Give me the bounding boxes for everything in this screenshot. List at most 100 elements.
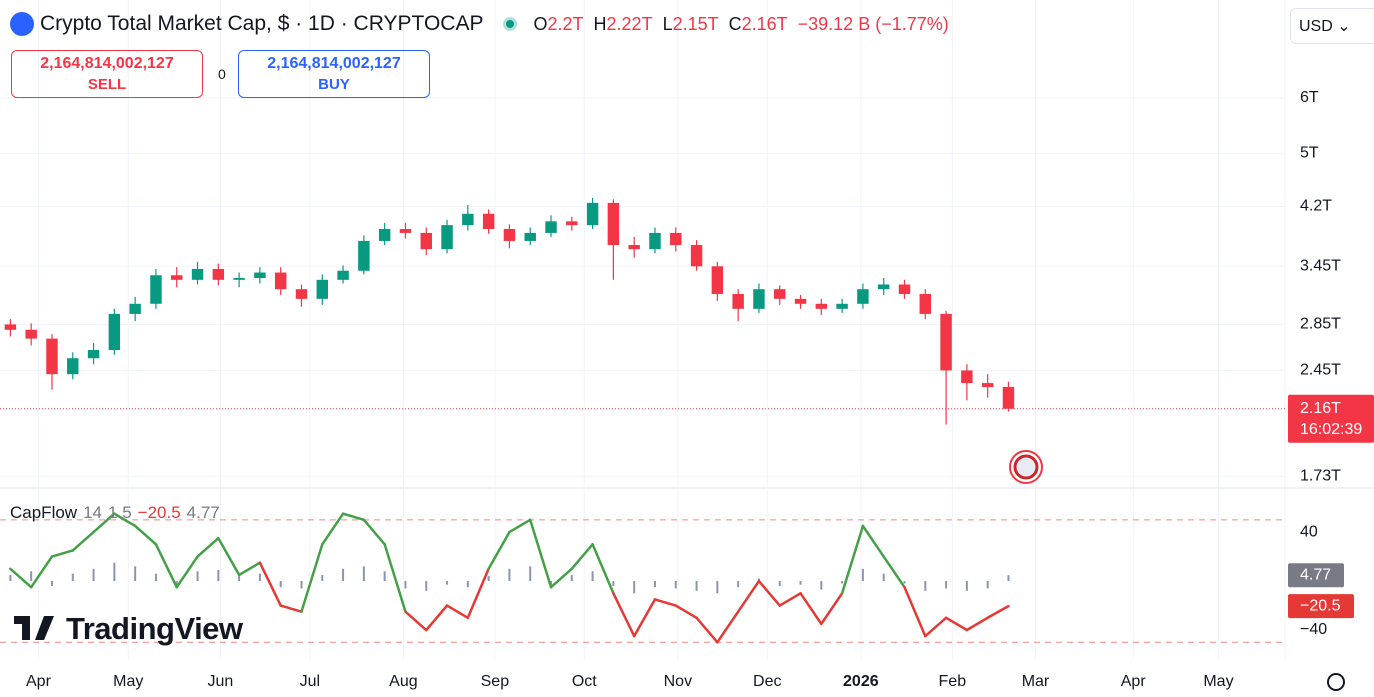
capflow-segment bbox=[321, 512, 345, 546]
candle bbox=[482, 209, 495, 234]
candle-body bbox=[108, 313, 121, 351]
buy-button[interactable]: 2,164,814,002,127 BUY bbox=[238, 50, 430, 98]
histogram-bar bbox=[175, 581, 178, 585]
candle-body bbox=[628, 245, 640, 250]
y-tick-label: 2.45T bbox=[1300, 362, 1341, 379]
histogram-bar bbox=[903, 581, 906, 584]
histogram-bar bbox=[841, 581, 844, 584]
x-tick-label: 2026 bbox=[843, 673, 879, 690]
last-value-box bbox=[1288, 594, 1354, 619]
histogram-bar bbox=[342, 568, 345, 582]
candle-body bbox=[753, 289, 765, 309]
x-tick-label: Dec bbox=[753, 673, 781, 690]
histogram-bar bbox=[300, 581, 303, 589]
histogram-bar bbox=[924, 581, 927, 591]
capflow-segment bbox=[175, 555, 199, 589]
countdown: 16:02:39 bbox=[1300, 421, 1362, 438]
capflow-segment bbox=[820, 592, 844, 626]
histogram-bar bbox=[612, 581, 615, 586]
candle-body bbox=[961, 370, 973, 384]
symbol-title: Crypto Total Market Cap, $ · 1D · CRYPTO… bbox=[40, 12, 484, 35]
candle bbox=[254, 267, 266, 284]
currency-select[interactable]: USD ⌄ bbox=[1290, 8, 1374, 44]
candle-body bbox=[503, 229, 516, 241]
x-tick-label: Jun bbox=[208, 673, 234, 690]
histogram-bar bbox=[633, 581, 636, 594]
ohlc-open: O2.2T bbox=[533, 14, 583, 35]
candle-body bbox=[378, 229, 391, 241]
indicator-name: CapFlow bbox=[10, 503, 78, 522]
candle bbox=[358, 235, 370, 275]
candle-body bbox=[566, 221, 578, 226]
histogram-bar bbox=[799, 581, 802, 585]
capflow-segment bbox=[196, 536, 220, 558]
capflow-segment bbox=[674, 604, 698, 620]
market-status[interactable] bbox=[503, 17, 518, 31]
histogram-bar bbox=[321, 574, 324, 582]
histogram-bar bbox=[653, 581, 656, 588]
buy-price: 2,164,814,002,127 bbox=[267, 55, 401, 72]
indicator-value: −20.5 bbox=[137, 503, 181, 522]
candle-body bbox=[524, 232, 536, 241]
sell-label: SELL bbox=[87, 76, 127, 93]
histogram-bar bbox=[154, 573, 157, 582]
candle-body bbox=[711, 266, 724, 294]
candle-body bbox=[67, 358, 79, 375]
x-tick-label: Nov bbox=[664, 673, 692, 690]
candle-body bbox=[420, 232, 432, 250]
candle bbox=[524, 227, 536, 246]
candle-body bbox=[857, 289, 869, 304]
ohlc-key: C bbox=[728, 13, 742, 34]
sell-button[interactable]: 2,164,814,002,127 SELL bbox=[11, 50, 203, 98]
ohlc-key: O bbox=[533, 13, 548, 34]
capflow-segment bbox=[924, 616, 948, 638]
candle-body bbox=[441, 225, 453, 250]
capflow-segment bbox=[528, 518, 553, 589]
capflow-segment bbox=[632, 598, 657, 638]
candle-body bbox=[4, 324, 17, 330]
candle bbox=[129, 296, 141, 322]
candle bbox=[274, 267, 287, 295]
brand-logo[interactable]: TradingView bbox=[14, 611, 243, 647]
y-tick-label: 5T bbox=[1300, 145, 1319, 162]
capflow-segment bbox=[840, 524, 865, 595]
candle bbox=[233, 272, 245, 288]
candle bbox=[171, 267, 183, 288]
x-tick-label: Aug bbox=[389, 673, 417, 690]
histogram-bar bbox=[550, 581, 553, 585]
capflow-segment bbox=[736, 579, 761, 613]
capflow-segment bbox=[279, 604, 303, 613]
histogram-bar bbox=[9, 574, 12, 582]
histogram-bar bbox=[71, 573, 74, 582]
candle bbox=[961, 364, 973, 401]
histogram-bar bbox=[986, 581, 989, 589]
x-tick-label: Feb bbox=[939, 673, 967, 690]
capflow-segment bbox=[133, 524, 158, 546]
indicator-legend: CapFlow 14 1.5 −20.5 4.77 bbox=[10, 503, 220, 523]
candle bbox=[753, 283, 765, 313]
candle bbox=[545, 215, 557, 237]
ohlc-key: L bbox=[662, 13, 673, 34]
ohlc-value: 2.22T bbox=[606, 13, 653, 34]
candle-body bbox=[732, 293, 744, 309]
capflow-segment bbox=[154, 543, 178, 589]
capflow-segment bbox=[341, 512, 366, 522]
ohlc-close: C2.16T bbox=[729, 14, 788, 35]
candle bbox=[420, 227, 432, 256]
candle bbox=[67, 352, 79, 380]
x-tick-label: Sep bbox=[481, 673, 510, 690]
candle-body bbox=[295, 289, 308, 299]
candle-body bbox=[212, 268, 225, 280]
candle-body bbox=[482, 213, 495, 230]
candle bbox=[690, 240, 703, 271]
x-tick-label: May bbox=[113, 673, 143, 690]
candle bbox=[566, 216, 578, 231]
capflow-segment bbox=[29, 555, 54, 589]
x-tick-label: May bbox=[1203, 673, 1233, 690]
indicator-value: 4.77 bbox=[186, 503, 220, 522]
settings-button[interactable] bbox=[1327, 673, 1345, 691]
histogram-bar bbox=[861, 568, 864, 582]
candle bbox=[462, 205, 474, 231]
